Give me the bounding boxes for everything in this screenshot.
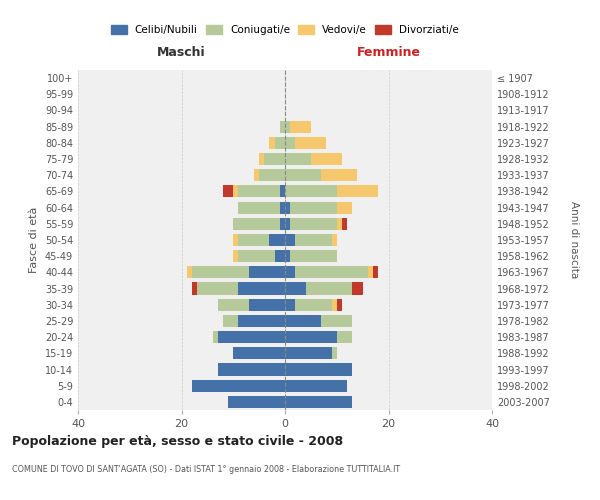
Bar xyxy=(249,266,285,278)
Bar xyxy=(373,266,378,278)
Bar xyxy=(218,298,249,311)
Bar xyxy=(280,120,285,132)
Bar xyxy=(218,331,285,343)
Bar xyxy=(290,202,337,213)
Bar xyxy=(285,298,295,311)
Bar xyxy=(192,380,285,392)
Y-axis label: Fasce di età: Fasce di età xyxy=(29,207,39,273)
Bar xyxy=(295,137,326,149)
Bar xyxy=(269,137,275,149)
Bar xyxy=(285,282,306,294)
Bar xyxy=(187,266,192,278)
Bar xyxy=(275,250,285,262)
Bar xyxy=(259,153,265,165)
Bar xyxy=(280,218,285,230)
Bar xyxy=(337,298,342,311)
Bar xyxy=(285,364,352,376)
Bar xyxy=(238,186,280,198)
Bar xyxy=(238,315,285,327)
Bar xyxy=(192,266,249,278)
Bar xyxy=(285,186,337,198)
Text: Popolazione per età, sesso e stato civile - 2008: Popolazione per età, sesso e stato civil… xyxy=(12,435,343,448)
Bar xyxy=(269,234,285,246)
Bar xyxy=(275,137,285,149)
Bar xyxy=(311,153,342,165)
Bar xyxy=(285,234,295,246)
Y-axis label: Anni di nascita: Anni di nascita xyxy=(569,202,579,278)
Bar xyxy=(337,331,352,343)
Bar xyxy=(290,218,337,230)
Bar xyxy=(285,153,311,165)
Bar xyxy=(285,137,295,149)
Bar xyxy=(197,282,238,294)
Bar xyxy=(337,218,342,230)
Bar xyxy=(290,250,337,262)
Bar xyxy=(337,186,378,198)
Bar xyxy=(352,282,362,294)
Bar xyxy=(238,282,285,294)
Bar xyxy=(332,348,337,360)
Bar xyxy=(295,266,368,278)
Bar xyxy=(233,250,238,262)
Bar xyxy=(238,250,275,262)
Bar xyxy=(280,202,285,213)
Bar xyxy=(259,169,285,181)
Bar xyxy=(342,218,347,230)
Bar xyxy=(285,202,290,213)
Bar xyxy=(285,218,290,230)
Bar xyxy=(212,331,218,343)
Bar xyxy=(233,348,285,360)
Bar xyxy=(218,364,285,376)
Bar xyxy=(332,234,337,246)
Bar xyxy=(265,153,285,165)
Bar xyxy=(238,234,269,246)
Bar xyxy=(233,218,280,230)
Bar xyxy=(192,282,197,294)
Bar xyxy=(233,234,238,246)
Bar xyxy=(254,169,259,181)
Bar xyxy=(233,186,238,198)
Bar xyxy=(295,298,332,311)
Bar xyxy=(223,186,233,198)
Bar xyxy=(285,348,332,360)
Bar xyxy=(228,396,285,408)
Bar xyxy=(280,186,285,198)
Bar xyxy=(285,250,290,262)
Legend: Celibi/Nubili, Coniugati/e, Vedovi/e, Divorziati/e: Celibi/Nubili, Coniugati/e, Vedovi/e, Di… xyxy=(107,21,463,40)
Bar xyxy=(249,298,285,311)
Text: Maschi: Maschi xyxy=(157,46,206,60)
Bar xyxy=(306,282,352,294)
Bar xyxy=(285,266,295,278)
Text: Femmine: Femmine xyxy=(356,46,421,60)
Bar xyxy=(285,120,290,132)
Bar xyxy=(285,315,321,327)
Bar xyxy=(321,169,358,181)
Bar xyxy=(295,234,332,246)
Bar xyxy=(238,202,280,213)
Bar xyxy=(337,202,352,213)
Bar xyxy=(285,380,347,392)
Bar xyxy=(321,315,352,327)
Bar xyxy=(368,266,373,278)
Bar xyxy=(285,169,321,181)
Bar xyxy=(223,315,238,327)
Bar xyxy=(332,298,337,311)
Bar xyxy=(285,331,337,343)
Text: COMUNE DI TOVO DI SANT'AGATA (SO) - Dati ISTAT 1° gennaio 2008 - Elaborazione TU: COMUNE DI TOVO DI SANT'AGATA (SO) - Dati… xyxy=(12,465,400,474)
Bar xyxy=(290,120,311,132)
Bar xyxy=(285,396,352,408)
